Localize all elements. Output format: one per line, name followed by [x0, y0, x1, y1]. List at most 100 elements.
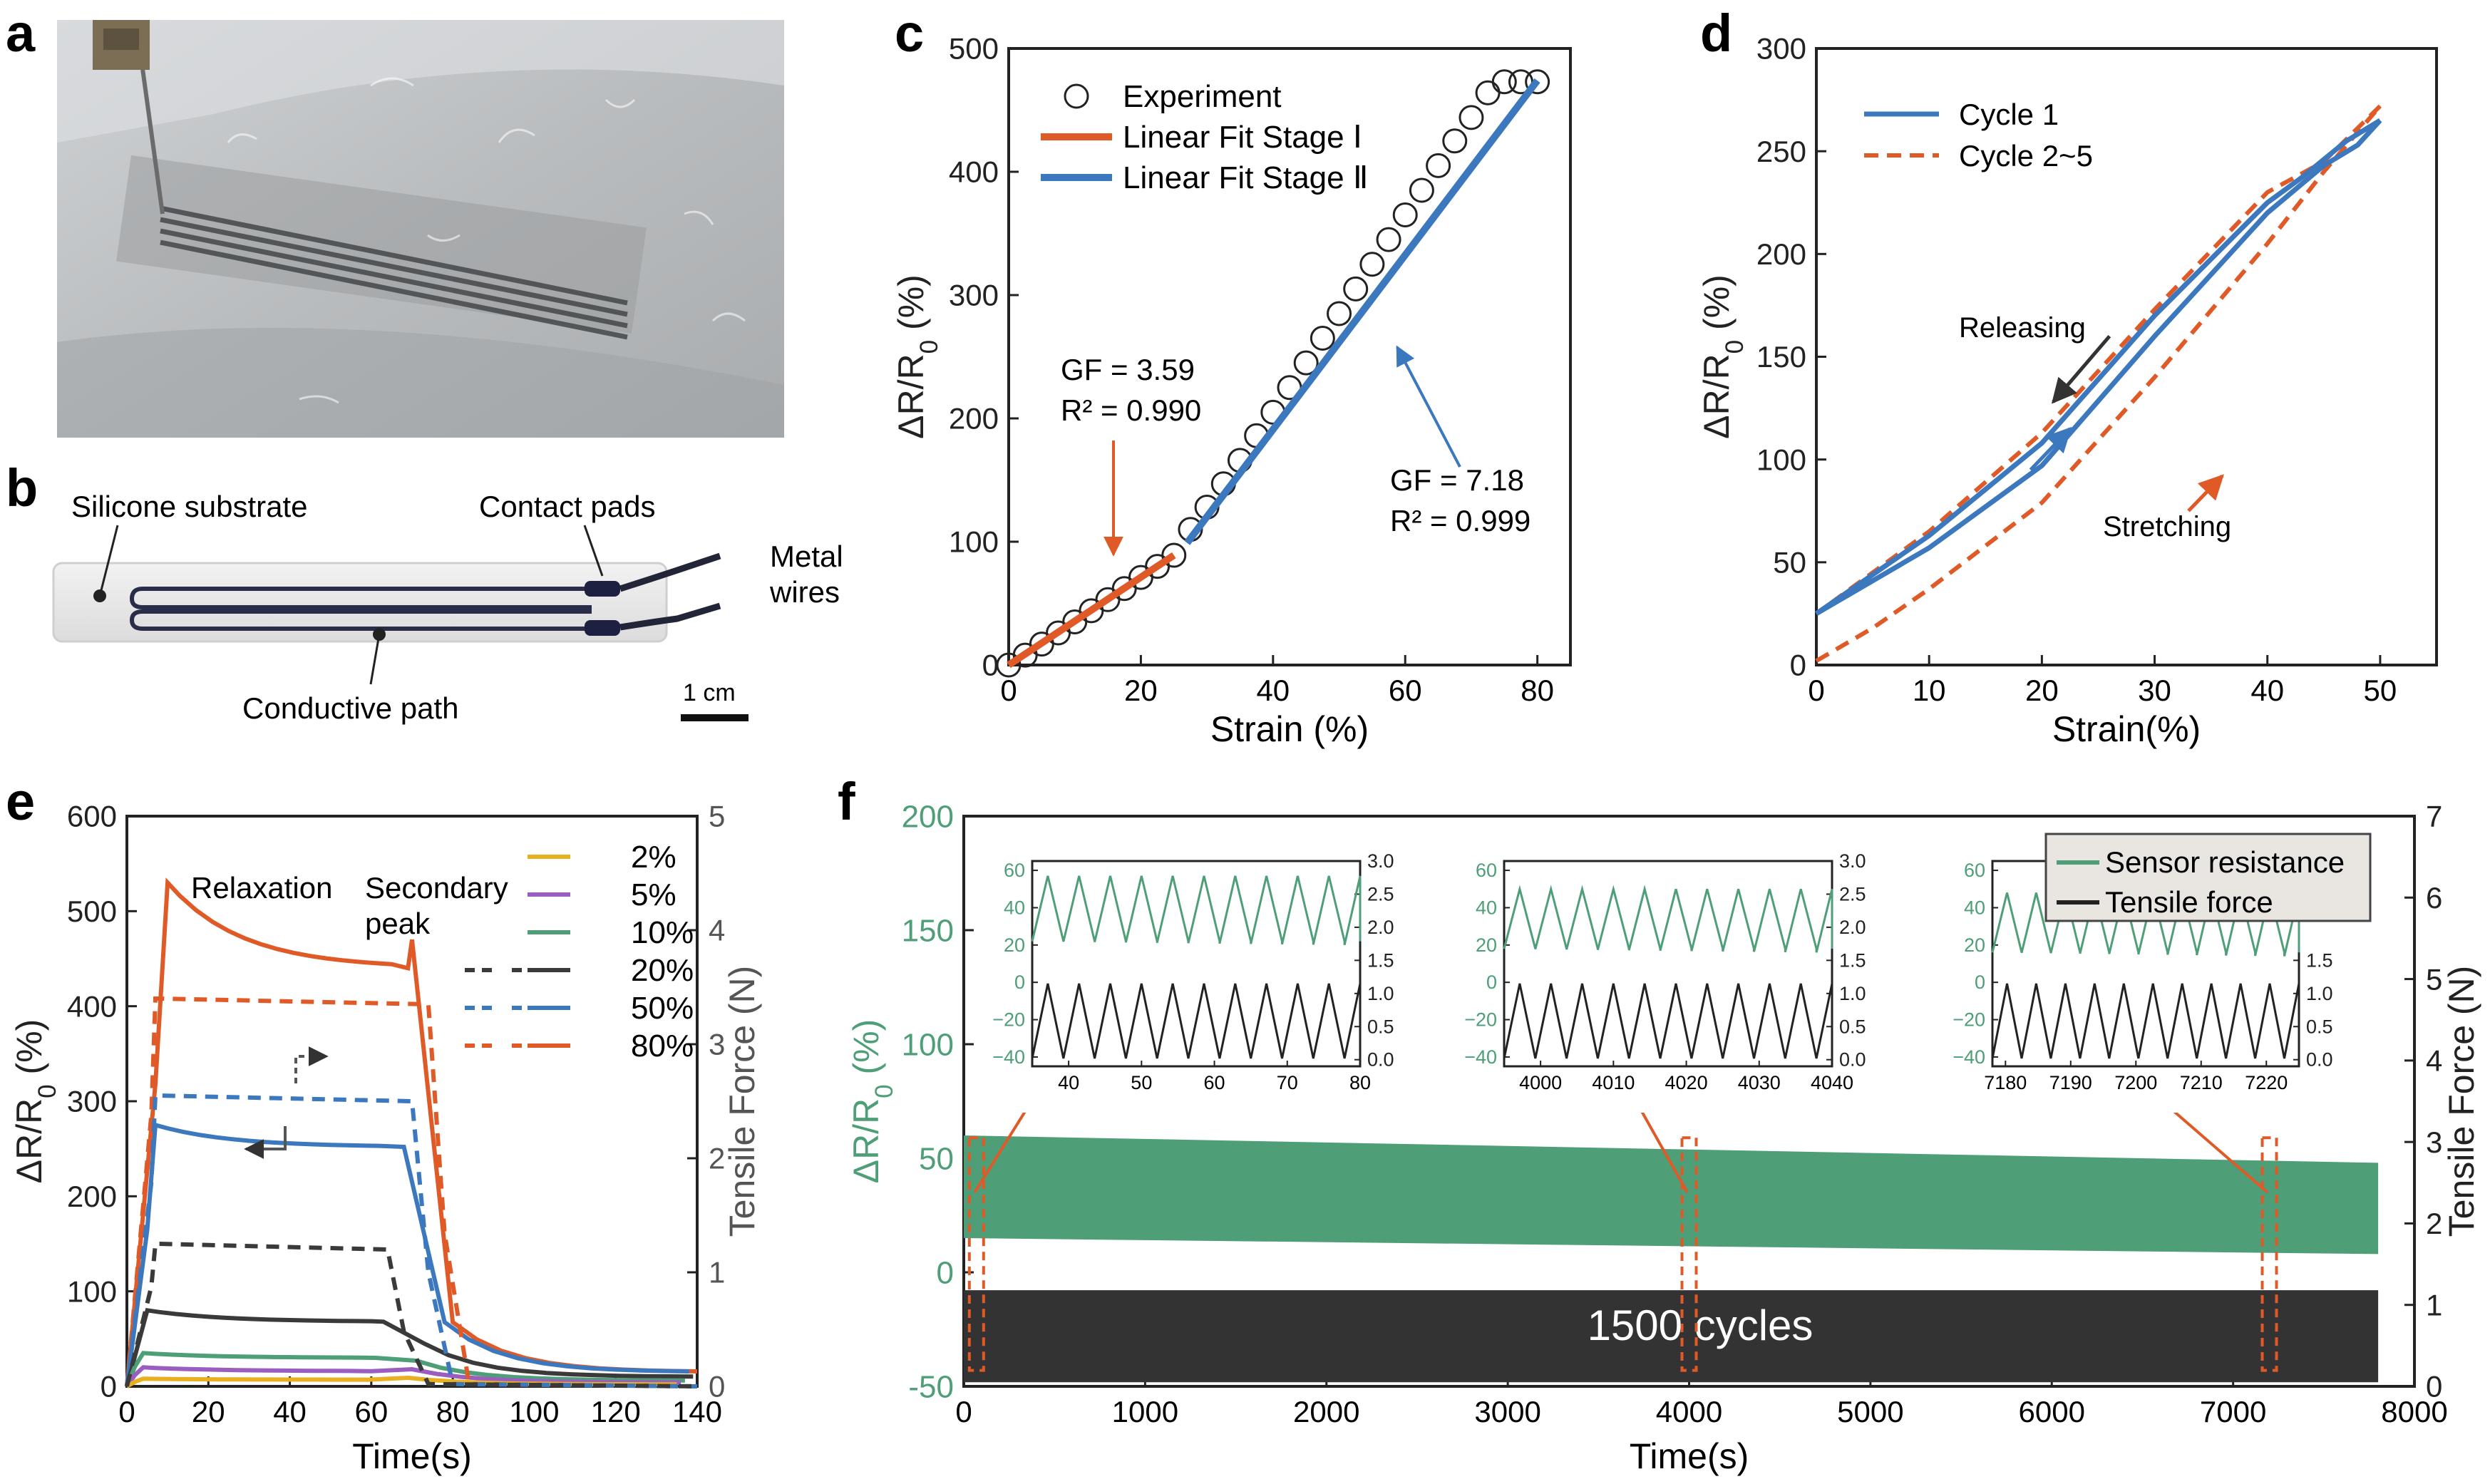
chart-c-annot-r2: R² = 0.999: [1390, 504, 1530, 537]
chart-c-arrow-stage2: [1396, 345, 1461, 468]
chart-d-cycle2-stretch: [1815, 104, 2382, 663]
chart-d: 0 10 20 30 40 50 0 50 100 150 200 250 300 Strain(%) ΔR…: [1697, 32, 2438, 749]
chart-d-ytick-label: 200: [1756, 237, 1806, 271]
chart-d-ytick-label: 0: [1790, 649, 1806, 682]
chart-d-xtick-label: 20: [2025, 674, 2059, 707]
chart-d-arrow-cycle1: [2029, 426, 2072, 471]
chart-e-right-ytick-label: 2: [709, 1142, 725, 1175]
chart-f-inset-ytick-label: 20: [1476, 934, 1497, 956]
chart-c-legend-stage2: Linear Fit Stage Ⅱ: [1123, 160, 1369, 195]
chart-e-right-ytick-label: 3: [709, 1028, 725, 1061]
chart-d-legend-cycle2: Cycle 2~5: [1959, 139, 2093, 172]
chart-f-ytick-label: 50: [919, 1141, 954, 1176]
chart-c-point: [1376, 227, 1401, 252]
panel-a-photo: [57, 20, 784, 438]
chart-f-inset-ytick-label: 60: [1004, 860, 1025, 881]
chart-f-inset-xtick-label: 70: [1277, 1072, 1298, 1093]
chart-c-point: [1293, 350, 1319, 376]
panel-label-e: e: [6, 772, 35, 831]
chart-c-ytick-label: 200: [949, 402, 999, 436]
chart-e-force-50pct: [125, 1093, 698, 1388]
chart-f-inset-ytick-right-label: 0.5: [1367, 1016, 1394, 1037]
chart-d-cycle1-stretch: [1815, 118, 2382, 616]
chart-d-xtick-label: 30: [2138, 674, 2171, 707]
chart-f-right-ytick-label: 5: [2426, 962, 2442, 996]
chart-f-ylabel-rest: (%): [846, 1019, 886, 1085]
chart-f-xtick-label: 3000: [1474, 1395, 1540, 1428]
chart-e-ytick-label: 600: [67, 800, 117, 833]
chart-c-annot-gf1: GF = 3.59: [1061, 353, 1195, 386]
chart-f-highlight-box-0: [967, 1136, 985, 1372]
chart-f-highlight-box-1: [1680, 1136, 1698, 1372]
chart-c-ytick-label: 100: [949, 525, 999, 559]
chart-d-annot-stretching: Stretching: [2103, 511, 2231, 542]
chart-e-xlabel: Time(s): [352, 1436, 472, 1476]
chart-c-point: [1475, 80, 1501, 105]
chart-f-inset-xtick-label: 4020: [1665, 1072, 1708, 1093]
panel-b-sensor: [52, 525, 748, 721]
label-silicone-substrate: Silicone substrate: [71, 490, 308, 523]
chart-f-right-ytick-label: 3: [2426, 1125, 2442, 1159]
label-conductive-path: Conductive path: [242, 691, 459, 725]
chart-e-xtick-label: 20: [192, 1395, 225, 1428]
chart-c-xtick-label: 20: [1124, 674, 1158, 707]
chart-f-ytick-label: 200: [902, 799, 954, 834]
chart-e-xtick-label: 100: [509, 1395, 559, 1428]
chart-c-point: [1343, 276, 1369, 302]
chart-f-legend-box: [2044, 833, 2372, 922]
chart-f-inset-ytick-right-label: 1.5: [1839, 949, 1866, 971]
chart-f-ytick-label: -50: [908, 1369, 954, 1404]
chart-c-ytick-label: 400: [949, 155, 999, 189]
chart-f-inset-ytick-right-label: 2.0: [1367, 917, 1394, 938]
chart-f-inset-ytick-label: 20: [1964, 934, 1985, 956]
chart-e-line-5pct: [125, 1365, 681, 1388]
chart-e-ylabel-rest: (%): [9, 1019, 49, 1085]
chart-f-xtick-label: 2000: [1293, 1395, 1359, 1428]
chart-f-inset-ytick-right-label: 0.0: [1367, 1049, 1394, 1071]
chart-f-inset-force-2: [1991, 983, 2300, 1059]
chart-e-xtick-label: 0: [118, 1395, 135, 1428]
panel-label-a: a: [6, 4, 36, 63]
chart-f-inset-ytick-right-label: 0.0: [1839, 1049, 1866, 1071]
chart-f-inset-ytick-label: −20: [1953, 1009, 1985, 1031]
chart-e-xtick-label: 60: [354, 1395, 388, 1428]
chart-f-legend-force: Tensile force: [2105, 885, 2273, 919]
chart-e-right-ytick-label: 1: [709, 1256, 725, 1289]
chart-c-annot-gf2: GF = 7.18: [1390, 463, 1524, 497]
chart-f: 0 1000 2000 3000 4000 5000 6000 7000 8000-500501…: [846, 799, 2481, 1476]
chart-c-point: [1525, 69, 1550, 95]
chart-e-ylabel-sub: 0: [34, 1084, 61, 1098]
chart-c-point: [1327, 301, 1352, 326]
chart-e-ytick-label: 300: [67, 1085, 117, 1118]
panel-label-c: c: [895, 4, 924, 63]
chart-c-ylabel-rest: (%): [891, 274, 931, 340]
chart-f-ytick-label: 150: [902, 913, 954, 948]
chart-e-right-ytick-label: 4: [709, 914, 725, 947]
chart-f-inset-ytick-label: 0: [1975, 972, 1985, 993]
chart-c-point: [1359, 252, 1385, 277]
chart-f-inset-xtick-label: 7220: [2245, 1072, 2288, 1093]
chart-c-fit-stage2: [1184, 78, 1540, 545]
panel-label-f: f: [838, 772, 855, 831]
chart-c-point: [1458, 105, 1484, 130]
chart-d-ylabel: ΔR/R0 (%): [1697, 274, 1749, 439]
chart-e-line-20pct: [125, 1307, 694, 1387]
chart-f-inset-ytick-label: 20: [1004, 934, 1025, 956]
label-contact-pads: Contact pads: [479, 490, 656, 523]
chart-f-inset-xtick-label: 7200: [2114, 1072, 2157, 1093]
chart-f-inset-ytick-right-label: 2.0: [1839, 917, 1866, 938]
chart-f-inset-ytick-label: −40: [1464, 1046, 1497, 1068]
chart-e-ylabel: ΔR/R0 (%): [9, 1019, 61, 1184]
chart-f-force-band: [964, 1290, 2379, 1383]
chart-f-inset-ytick-right-label: 1.0: [1839, 983, 1866, 1004]
chart-e-annot-peak: peak: [365, 907, 431, 940]
chart-e-xtick-label: 140: [672, 1395, 722, 1428]
chart-f-xtick-label: 1000: [1112, 1395, 1178, 1428]
chart-f-inset-ytick-label: 40: [1964, 897, 1985, 918]
chart-f-inset-ytick-right-label: 1.0: [2306, 983, 2333, 1004]
chart-c-xtick-label: 60: [1389, 674, 1422, 707]
chart-f-right-ytick-label: 6: [2426, 881, 2442, 914]
chart-e-line-10pct: [125, 1351, 685, 1388]
chart-d-ytick-label: 250: [1756, 135, 1806, 168]
